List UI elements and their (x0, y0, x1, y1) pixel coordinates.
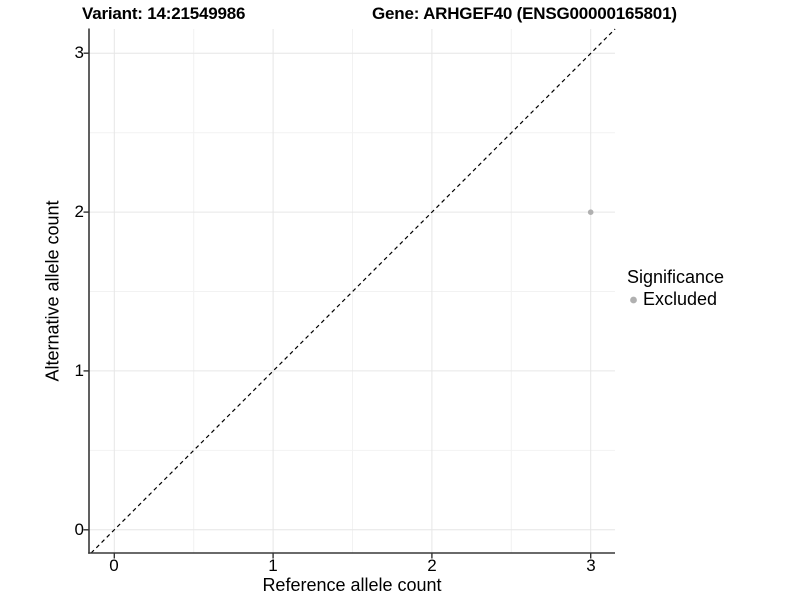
axis-lines (88, 28, 615, 554)
legend-title: Significance (627, 267, 725, 287)
y-tick-label-2: 2 (74, 202, 84, 221)
variant-title: Variant: 14:21549986 (82, 4, 246, 23)
x-tick-label-3: 3 (586, 556, 596, 575)
legend: Significance Excluded (627, 267, 724, 310)
grid-minor (89, 29, 615, 553)
data-point (587, 209, 594, 215)
x-axis-title: Reference allele count (262, 575, 442, 595)
grid-major (89, 29, 615, 553)
tick-marks (83, 52, 592, 559)
y-tick-label-0: 0 (74, 520, 84, 539)
y-tick-label-1: 1 (74, 361, 84, 380)
x-tick-label-0: 0 (109, 556, 119, 575)
legend-item-excluded: Excluded (627, 289, 724, 310)
legend-point-icon (630, 296, 637, 304)
gene-title: Gene: ARHGEF40 (ENSG00000165801) (372, 4, 677, 23)
identity-reference-line (90, 28, 616, 554)
y-tick-label-3: 3 (74, 43, 84, 62)
x-tick-label-1: 1 (268, 556, 278, 575)
x-tick-label-2: 2 (427, 556, 437, 575)
legend-item-label: Excluded (643, 289, 718, 309)
y-axis-title: Alternative allele count (42, 200, 63, 382)
